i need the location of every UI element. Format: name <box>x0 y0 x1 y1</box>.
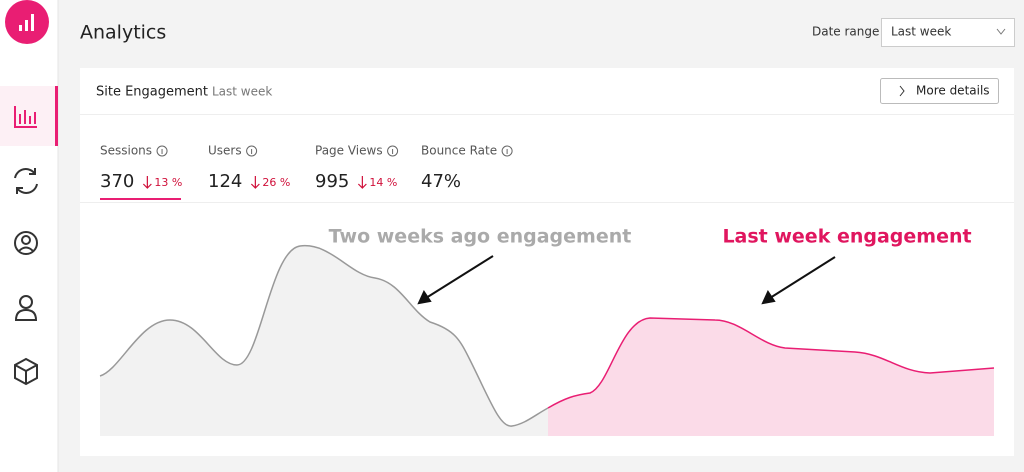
nav-box[interactable] <box>14 357 38 386</box>
arrows <box>417 255 836 305</box>
previous-area <box>100 245 548 436</box>
metric-value: 47% <box>421 171 461 192</box>
metric-change: 13 % <box>154 176 182 189</box>
metric[interactable]: Bounce Rate 47% <box>421 144 513 193</box>
metric-value: 124 <box>208 171 242 192</box>
nav-icon <box>14 168 38 194</box>
metric-label: Bounce Rate <box>421 144 497 158</box>
metrics: Sessions 370 13 % Users 124 26 % Page Views 995… <box>100 144 513 193</box>
current-area <box>548 318 994 436</box>
logo-bar <box>31 14 34 31</box>
metric-value: 370 <box>100 171 134 192</box>
info-icon <box>387 145 399 157</box>
down-arrow <box>357 176 367 189</box>
nav-profile[interactable] <box>14 295 38 321</box>
annotation-current: Last week engagement <box>722 226 971 248</box>
metric[interactable]: Page Views 995 14 % <box>315 144 399 193</box>
nav-icon <box>14 308 38 321</box>
nav-icon <box>16 168 36 194</box>
arrow-line <box>425 255 494 299</box>
info-icon <box>501 145 513 157</box>
info-icon <box>156 145 168 157</box>
annotation-previous: Two weeks ago engagement <box>329 226 632 248</box>
metric[interactable]: Users 124 26 % <box>208 144 290 193</box>
select-caret <box>996 28 1006 35</box>
down-arrow <box>250 176 260 189</box>
arrow-line <box>769 256 836 299</box>
metric-change: 26 % <box>262 176 290 189</box>
metric-label: Users <box>208 144 242 158</box>
nav-active-bar <box>55 86 58 146</box>
nav-sync[interactable] <box>14 168 38 194</box>
select-box <box>881 18 1015 47</box>
nav-icon <box>14 231 38 255</box>
arrow-head <box>761 289 776 305</box>
arrow-head <box>417 289 432 305</box>
nav-users[interactable] <box>14 231 38 255</box>
logo-bar <box>25 20 28 31</box>
metric-selected-underline <box>100 198 181 200</box>
nav-analytics[interactable] <box>0 86 58 146</box>
select-value: Last week <box>891 25 951 39</box>
nav-icon <box>18 246 34 252</box>
current-line <box>547 317 995 409</box>
logo[interactable] <box>5 0 49 44</box>
button-label: More details <box>916 84 990 98</box>
button-box <box>880 78 999 104</box>
metric[interactable]: Sessions 370 13 % <box>100 144 182 193</box>
nav-icon <box>14 106 37 128</box>
metric-value: 995 <box>315 171 349 192</box>
nav-icon <box>19 295 33 309</box>
metric-label: Page Views <box>315 144 383 158</box>
metric-label: Sessions <box>100 144 152 158</box>
down-arrow <box>142 176 152 189</box>
page-title: Analytics <box>80 22 166 44</box>
previous-line <box>99 245 549 427</box>
more-details-button[interactable]: More details <box>880 78 999 104</box>
nav-icon <box>21 235 31 245</box>
info-icon <box>246 145 258 157</box>
logo-bar <box>19 25 22 31</box>
metric-change: 14 % <box>369 176 397 189</box>
date-range-label: Date range <box>812 25 879 39</box>
card-title: Site Engagement <box>96 85 208 100</box>
button-chevron <box>899 85 905 97</box>
date-range-select[interactable]: Last week <box>881 18 1015 47</box>
card-subtitle: Last week <box>212 85 272 99</box>
nav-icon <box>14 357 38 386</box>
